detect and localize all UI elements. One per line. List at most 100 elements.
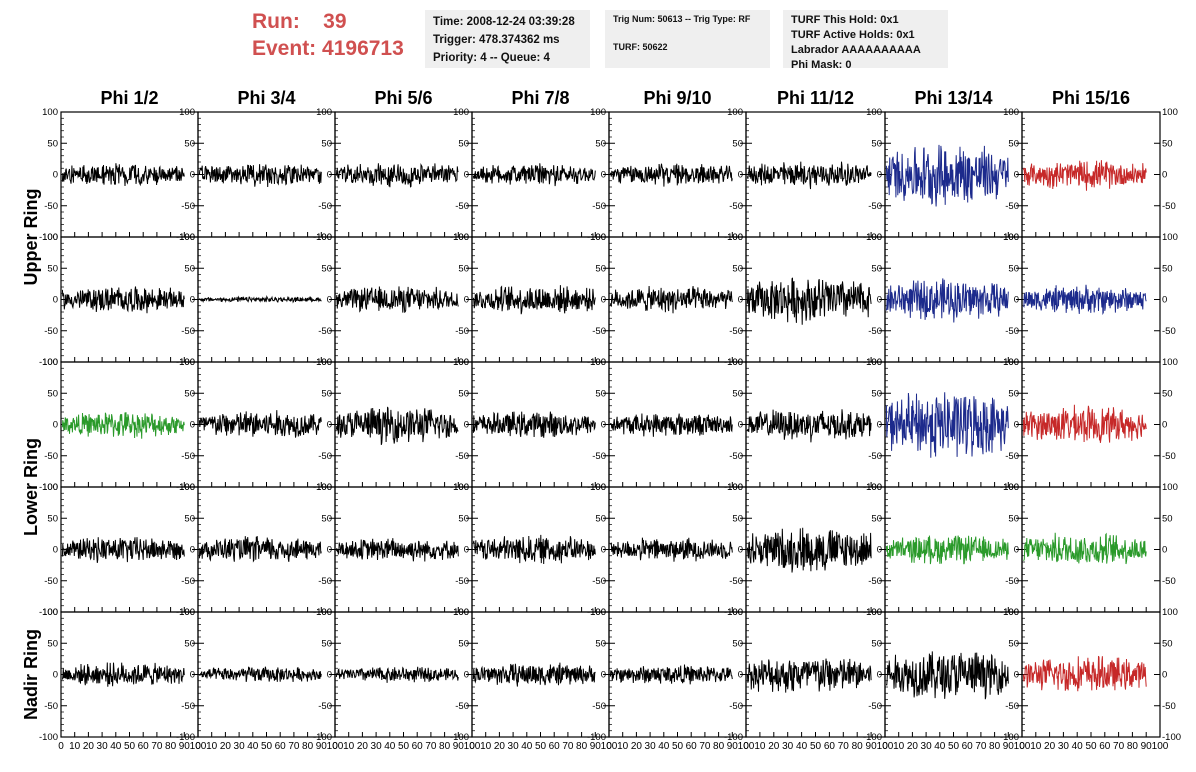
y-tick-label: -100 — [39, 357, 58, 368]
y-tick-label: 100 — [316, 482, 332, 493]
x-tick-label: 0 — [195, 741, 201, 752]
x-tick-label: 70 — [975, 741, 987, 752]
y-tick-label: -50 — [1005, 576, 1019, 587]
column-title: Phi 13/14 — [914, 88, 992, 108]
column-title: Phi 11/12 — [777, 88, 854, 108]
x-tick-label: 10 — [343, 741, 355, 752]
trig-num-text: Trig Num: 50613 -- Trig Type: RF — [613, 14, 751, 24]
y-tick-label: 100 — [179, 607, 195, 618]
y-tick-label: -50 — [181, 201, 195, 212]
y-tick-label: -50 — [592, 451, 606, 462]
x-tick-label: 50 — [124, 741, 136, 752]
x-tick-label: 40 — [384, 741, 396, 752]
y-tick-label: 50 — [595, 513, 606, 524]
column-title: Phi 7/8 — [511, 88, 569, 108]
x-tick-label: 20 — [357, 741, 369, 752]
x-tick-label: 70 — [425, 741, 437, 752]
x-tick-label: 30 — [1058, 741, 1070, 752]
x-tick-label: 30 — [508, 741, 520, 752]
y-tick-label: 0 — [601, 420, 606, 431]
y-tick-label: 100 — [1162, 232, 1178, 243]
y-tick-label: 100 — [866, 107, 882, 118]
x-tick-label: 70 — [1113, 741, 1125, 752]
run-label: Run: — [252, 10, 300, 33]
y-tick-label: -100 — [39, 482, 58, 493]
y-tick-label: 50 — [321, 638, 332, 649]
x-tick-label: 20 — [631, 741, 643, 752]
waveform-line — [746, 658, 872, 693]
row-label: Nadir Ring — [21, 629, 41, 720]
x-tick-label: 80 — [989, 741, 1001, 752]
y-tick-label: 100 — [1162, 482, 1178, 493]
y-tick-label: 100 — [316, 107, 332, 118]
x-tick-label: 30 — [921, 741, 933, 752]
y-tick-label: 0 — [738, 170, 743, 181]
y-tick-label: 50 — [47, 638, 58, 649]
waveform-line — [1023, 284, 1147, 316]
waveform-line — [885, 144, 1009, 207]
y-tick-label: 100 — [590, 232, 606, 243]
y-tick-label: -50 — [592, 576, 606, 587]
x-tick-label: 10 — [617, 741, 629, 752]
waveform-line — [1022, 160, 1147, 191]
y-tick-label: 50 — [595, 263, 606, 274]
y-tick-label: 100 — [1003, 232, 1019, 243]
y-tick-label: 50 — [1008, 638, 1019, 649]
y-tick-label: 0 — [601, 670, 606, 681]
y-tick-label: -50 — [592, 326, 606, 337]
y-tick-label: 0 — [1014, 170, 1019, 181]
y-tick-label: 50 — [732, 263, 743, 274]
y-tick-label: 0 — [464, 420, 469, 431]
y-tick-label: -100 — [1162, 732, 1181, 743]
y-tick-label: 50 — [595, 388, 606, 399]
waveform-line — [609, 664, 733, 685]
y-tick-label: 50 — [871, 513, 882, 524]
y-tick-label: -100 — [724, 732, 743, 743]
y-tick-label: -50 — [868, 201, 882, 212]
y-tick-label: 50 — [458, 263, 469, 274]
waveform-line — [1022, 655, 1147, 692]
y-tick-label: -50 — [318, 451, 332, 462]
x-tick-label: 100 — [327, 741, 344, 752]
x-tick-label: 20 — [768, 741, 780, 752]
waveform-line — [198, 536, 322, 563]
waveform-line — [1022, 404, 1147, 443]
trigger-text: Trigger: 478.374362 ms — [433, 34, 560, 46]
waveform-line — [472, 534, 596, 565]
y-tick-label: 100 — [42, 482, 58, 493]
y-tick-label: 50 — [732, 513, 743, 524]
y-tick-label: 0 — [601, 545, 606, 556]
waveform-line — [61, 412, 185, 439]
waveform-line — [61, 286, 185, 314]
y-tick-label: 0 — [464, 545, 469, 556]
column-title: Phi 3/4 — [237, 88, 295, 108]
x-tick-label: 60 — [1099, 741, 1111, 752]
x-tick-label: 80 — [713, 741, 725, 752]
y-tick-label: -100 — [176, 732, 195, 743]
y-tick-label: -50 — [729, 576, 743, 587]
y-tick-label: 100 — [179, 357, 195, 368]
y-tick-label: 100 — [727, 357, 743, 368]
y-tick-label: 50 — [871, 263, 882, 274]
y-tick-label: 50 — [321, 388, 332, 399]
run-event-header: Run: 39 Event: 4196713 — [252, 8, 404, 62]
x-tick-label: 100 — [190, 741, 207, 752]
y-tick-label: -100 — [39, 232, 58, 243]
turf-text: TURF: 50622 — [613, 42, 668, 52]
y-tick-label: 100 — [179, 232, 195, 243]
y-tick-label: 100 — [1003, 607, 1019, 618]
turf-active-text: TURF Active Holds: 0x1 — [791, 29, 915, 41]
y-tick-label: 0 — [601, 295, 606, 306]
y-tick-label: 0 — [190, 170, 195, 181]
waveform-line — [610, 537, 733, 562]
x-tick-label: 50 — [672, 741, 684, 752]
x-tick-label: 60 — [138, 741, 150, 752]
column-title: Phi 5/6 — [374, 88, 432, 108]
x-tick-label: 90 — [590, 741, 602, 752]
y-tick-label: 100 — [42, 232, 58, 243]
y-tick-label: 50 — [732, 388, 743, 399]
x-tick-label: 10 — [69, 741, 81, 752]
waveform-line — [335, 538, 459, 562]
x-tick-label: 100 — [601, 741, 618, 752]
y-tick-label: 100 — [1003, 357, 1019, 368]
